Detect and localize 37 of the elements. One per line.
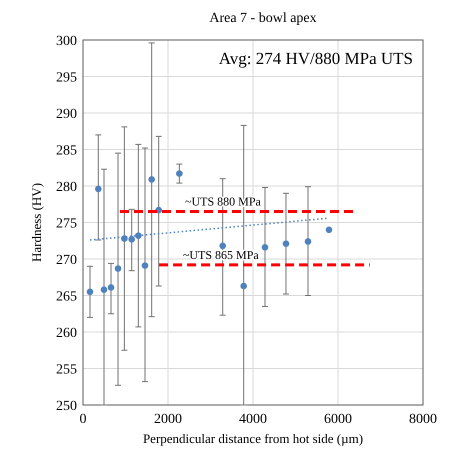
- annotation: Avg: 274 HV/880 MPa UTS: [218, 49, 413, 68]
- point: [100, 286, 108, 293]
- y-tick-label: 250: [56, 398, 77, 414]
- y-tick-label: 295: [56, 70, 77, 86]
- point: [155, 206, 162, 214]
- y-tick-label: 290: [56, 106, 77, 122]
- point: [142, 262, 148, 269]
- y-tick-label: 255: [56, 362, 77, 378]
- y-tick-label: 300: [56, 34, 77, 49]
- point: [219, 242, 226, 250]
- point: [114, 265, 122, 272]
- point: [262, 244, 268, 251]
- x-tick-label: 4000: [239, 412, 267, 427]
- x-tick-label: 2000: [154, 412, 182, 427]
- x-tick-label: 8000: [409, 412, 437, 427]
- chart-title: Area 7 - bowl apex: [209, 11, 317, 26]
- point: [95, 186, 102, 192]
- x-tick-label: 0: [80, 412, 86, 427]
- point: [304, 238, 312, 245]
- x-axis-title: Perpendicular distance from hot side (µm): [142, 431, 364, 446]
- point: [135, 232, 142, 239]
- y-axis-title: Hardness (HV): [29, 182, 44, 262]
- point: [282, 240, 290, 247]
- point: [86, 288, 94, 296]
- point: [176, 170, 183, 177]
- y-tick-label: 265: [56, 289, 77, 304]
- y-tick-label: 270: [56, 252, 77, 268]
- point: [108, 284, 114, 291]
- y-tick-label: 280: [56, 180, 77, 195]
- y-tick-label: 260: [56, 326, 77, 341]
- y-tick-label: 285: [56, 143, 77, 158]
- point: [240, 282, 247, 290]
- point: [326, 226, 332, 234]
- point: [128, 236, 136, 243]
- y-tick-label: 275: [56, 216, 77, 232]
- point: [148, 176, 155, 183]
- x-tick-label: 6000: [324, 412, 352, 427]
